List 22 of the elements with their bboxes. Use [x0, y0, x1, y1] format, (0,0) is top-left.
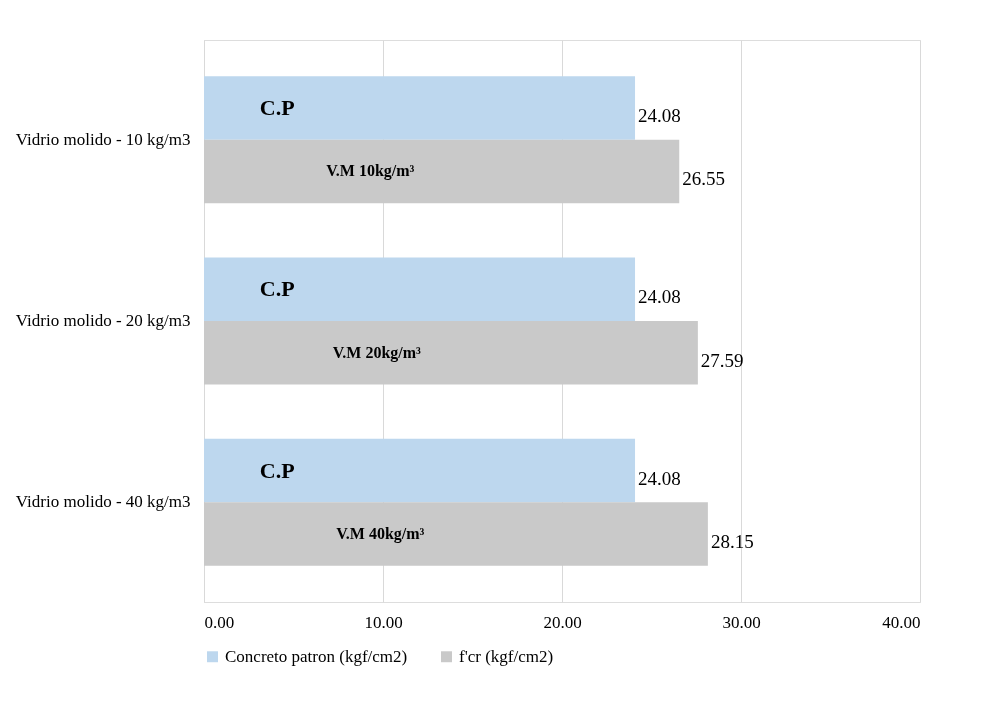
legend-label: f'cr (kgf/cm2)	[459, 646, 554, 666]
x-tick-label: 0.00	[204, 612, 235, 632]
data-label: 27.59	[700, 349, 744, 371]
data-label: 24.08	[638, 467, 681, 489]
y-tick-label: Vidrio molido - 40 kg/m3	[15, 492, 191, 512]
legend-label: Concreto patron (kgf/cm2)	[225, 646, 408, 666]
data-label: 24.08	[638, 104, 681, 126]
y-tick-label: Vidrio molido - 20 kg/m3	[15, 311, 191, 330]
x-tick-label: 40.00	[882, 612, 921, 632]
data-label: 28.15	[710, 531, 754, 553]
annotation: V.M 10kg/m³	[326, 162, 415, 181]
annotation: V.M 40kg/m³	[336, 525, 425, 544]
x-tick-label: 30.00	[722, 612, 761, 632]
y-tick-label: Vidrio molido - 10 kg/m3	[15, 129, 191, 149]
data-label: 26.55	[682, 168, 725, 190]
data-label: 24.08	[638, 286, 681, 308]
annotation: C.P	[259, 94, 295, 120]
x-tick-label: 10.00	[364, 612, 403, 632]
x-tick-label: 20.00	[543, 612, 582, 632]
annotation: C.P	[259, 276, 295, 302]
annotation: C.P	[259, 457, 295, 483]
annotation: V.M 20kg/m³	[332, 343, 422, 362]
